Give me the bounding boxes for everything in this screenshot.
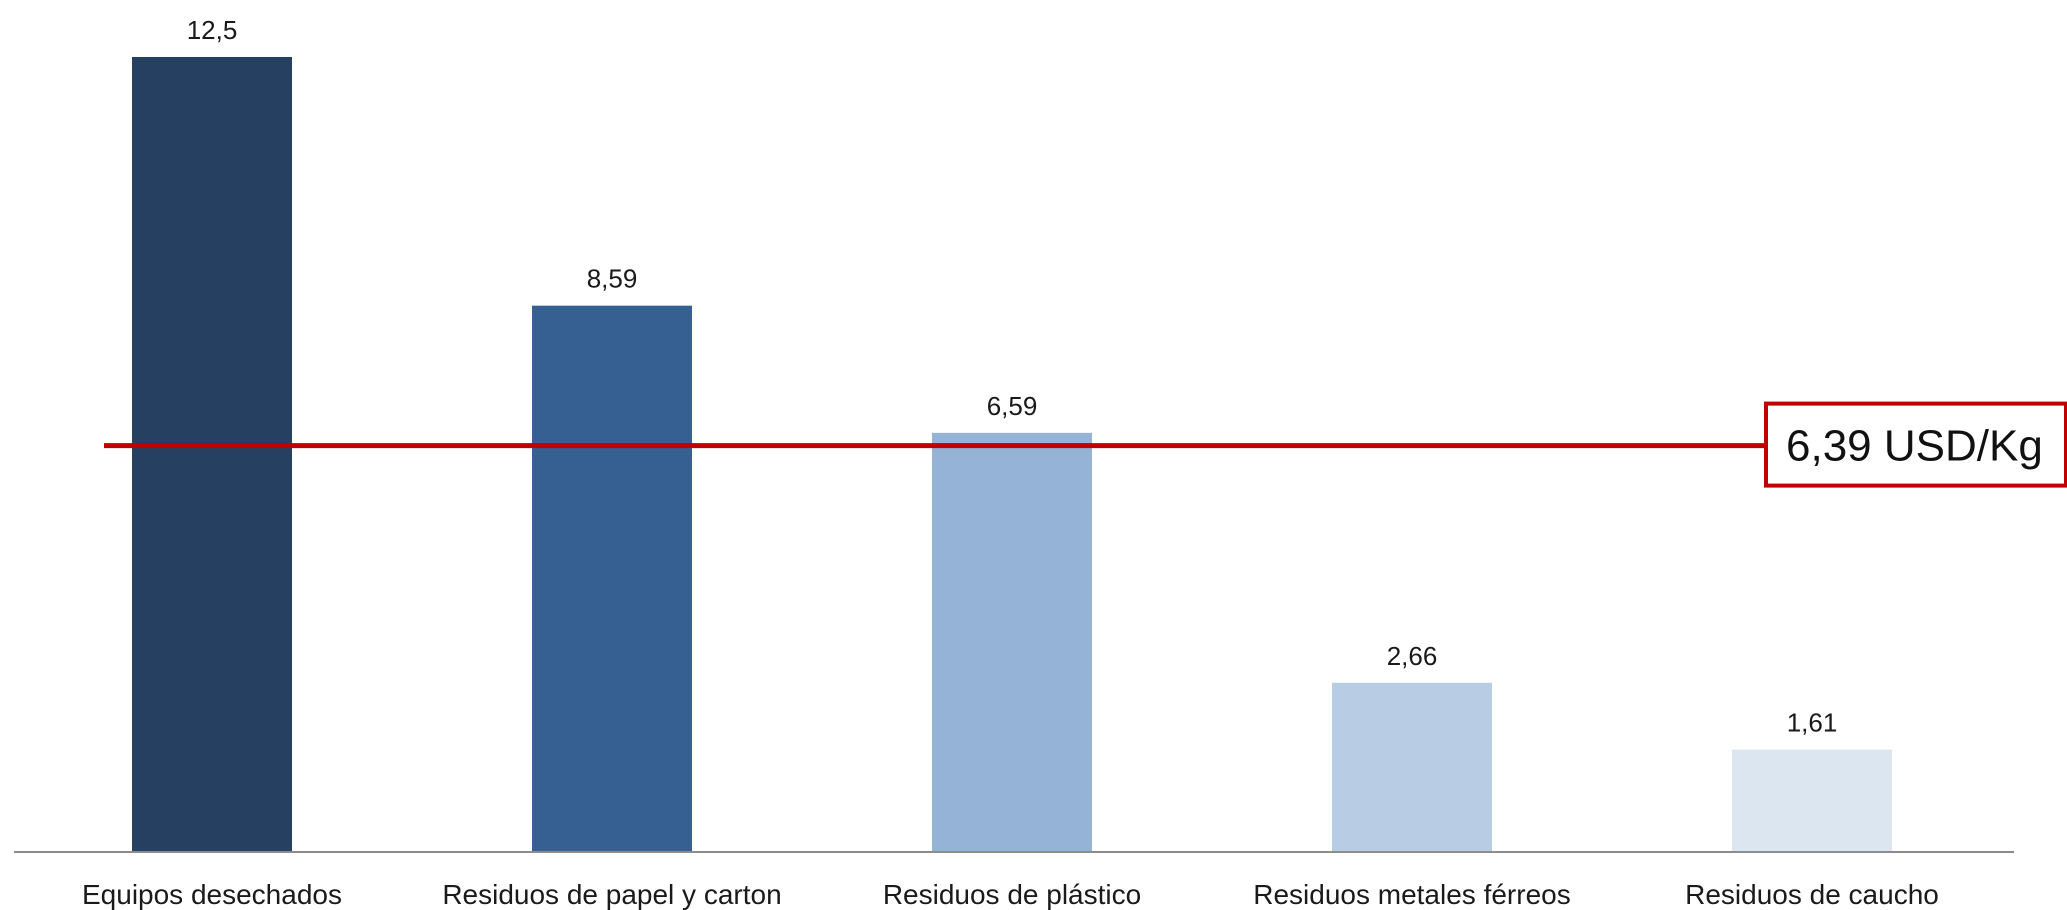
category-label-2: Residuos de plástico [883, 879, 1141, 910]
bar-1 [532, 305, 692, 852]
data-label-2: 6,59 [987, 391, 1038, 421]
data-labels-group: 12,5 8,59 6,59 2,66 1,61 [187, 15, 1838, 738]
bar-0 [132, 57, 292, 852]
bars-group [132, 57, 1892, 852]
data-label-3: 2,66 [1387, 641, 1438, 671]
category-label-0: Equipos desechados [82, 879, 342, 910]
category-label-1: Residuos de papel y carton [442, 879, 781, 910]
category-label-3: Residuos metales férreos [1253, 879, 1570, 910]
bar-3 [1332, 682, 1492, 852]
category-labels-group: Equipos desechados Residuos de papel y ca… [82, 879, 1939, 910]
data-label-4: 1,61 [1787, 708, 1838, 738]
reference-label: 6,39 USD/Kg [1786, 422, 2043, 471]
bar-4 [1732, 749, 1892, 852]
data-label-1: 8,59 [587, 264, 638, 294]
bar-2 [932, 432, 1092, 852]
data-label-0: 12,5 [187, 15, 238, 45]
reference-label-box [1764, 401, 2067, 488]
category-label-4: Residuos de caucho [1685, 879, 1939, 910]
